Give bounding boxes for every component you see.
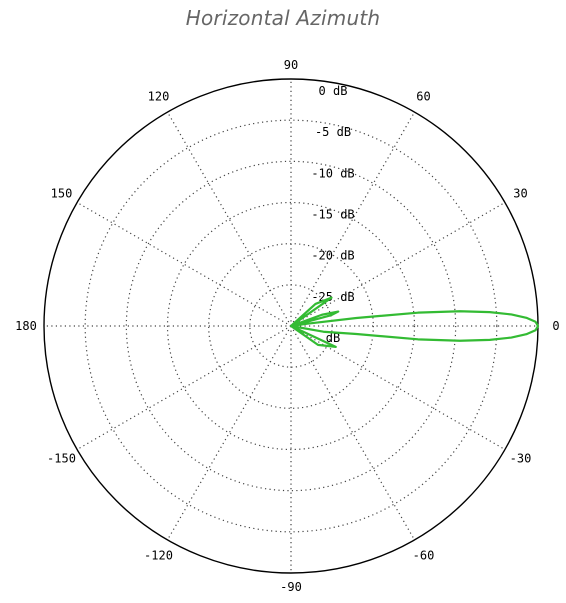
- radial-tick-label: 0 dB: [319, 84, 348, 98]
- grid-spoke-210: [76, 325, 292, 451]
- angle-tick-label: 60: [416, 90, 430, 104]
- radial-tick-label: -10 dB: [311, 166, 354, 180]
- grid-spoke-60: [290, 111, 416, 327]
- chart-title: Horizontal Azimuth: [185, 6, 381, 30]
- grid-spoke-150: [76, 201, 292, 327]
- series-layer: [289, 296, 540, 348]
- radial-tick-label: -5 dB: [315, 125, 351, 139]
- angle-tick-label: 180: [15, 319, 37, 333]
- grid-ring-3: [166, 201, 416, 451]
- radial-tick-label: -15 dB: [311, 208, 354, 222]
- grid-ring-1: [84, 119, 498, 533]
- radial-tick-label: dB: [326, 331, 340, 345]
- angle-tick-label: -90: [280, 580, 302, 594]
- grid-ring-2: [125, 160, 457, 492]
- labels-layer: 0 30 60 90 120 150 180 -150 -120 -90 -60 -30 0 dB -5 …: [15, 58, 559, 594]
- grid-spoke-30: [290, 201, 506, 327]
- angle-tick-label: 150: [51, 187, 73, 201]
- radial-tick-label: -25 dB: [311, 290, 354, 304]
- angle-tick-label: -120: [144, 548, 173, 562]
- pattern-series-1: [289, 296, 540, 348]
- grid-spoke-240: [166, 325, 292, 541]
- angle-tick-label: -150: [47, 452, 76, 466]
- angle-tick-label: 0: [552, 319, 559, 333]
- angle-tick-label: 120: [148, 90, 170, 104]
- grid-spoke-300: [290, 325, 416, 541]
- radial-tick-label: -20 dB: [311, 249, 354, 263]
- grid-spoke-120: [166, 111, 292, 327]
- angle-tick-label: 90: [284, 58, 298, 72]
- grid-ring-4: [208, 243, 374, 409]
- angle-tick-label: 30: [513, 187, 527, 201]
- angle-tick-label: -60: [413, 548, 435, 562]
- angle-tick-label: -30: [510, 452, 532, 466]
